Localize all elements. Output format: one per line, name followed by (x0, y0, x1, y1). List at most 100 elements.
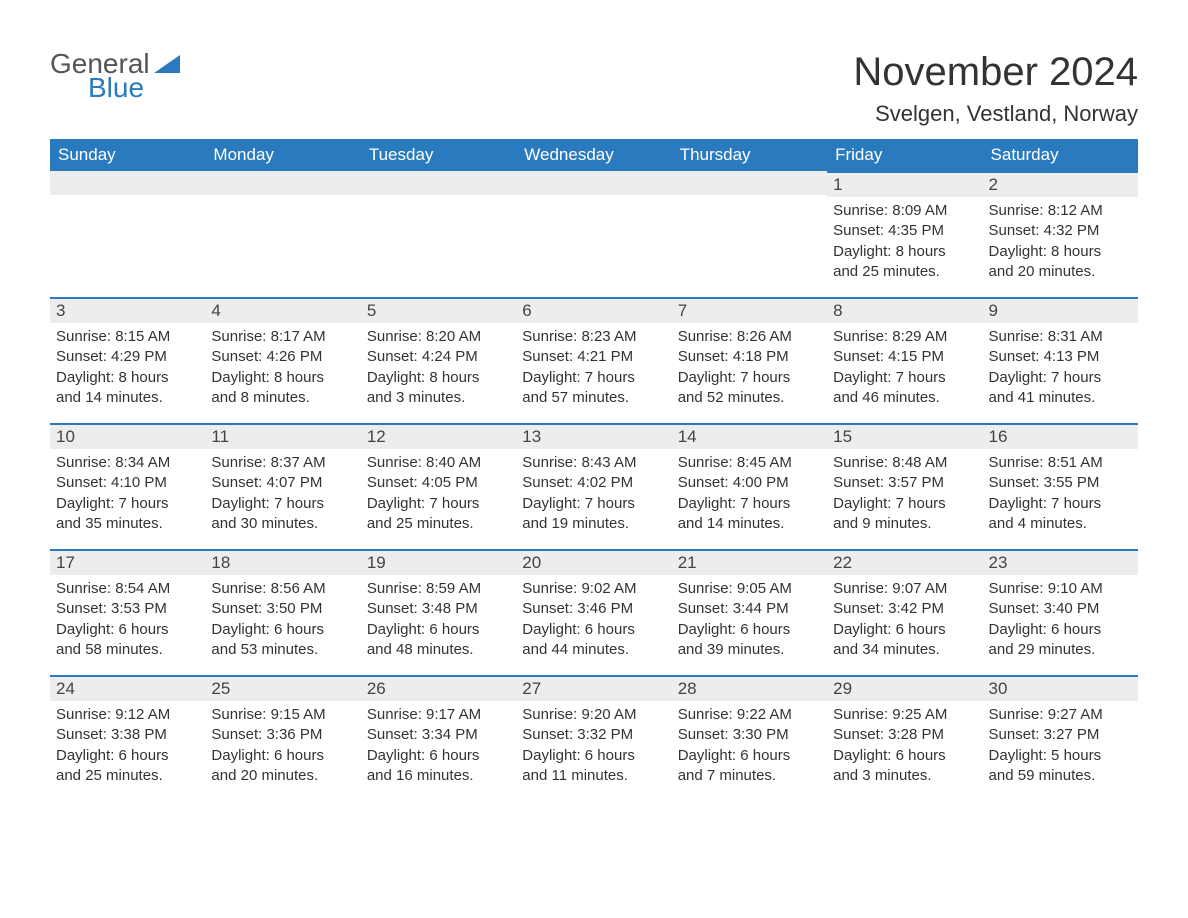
daylight-line-1: Daylight: 7 hours (833, 368, 976, 388)
daylight-line-2: and 20 minutes. (989, 262, 1132, 282)
daylight-line-2: and 53 minutes. (211, 640, 354, 660)
daylight-line-2: and 25 minutes. (56, 766, 199, 786)
sunset-line: Sunset: 4:13 PM (989, 347, 1132, 367)
day-number-empty (672, 171, 827, 195)
daylight-line-1: Daylight: 7 hours (367, 494, 510, 514)
day-details: Sunrise: 9:15 AMSunset: 3:36 PMDaylight:… (205, 701, 360, 794)
calendar-cell: 27Sunrise: 9:20 AMSunset: 3:32 PMDayligh… (516, 675, 671, 801)
sunset-line: Sunset: 3:32 PM (522, 725, 665, 745)
sunrise-line: Sunrise: 8:12 AM (989, 201, 1132, 221)
daylight-line-1: Daylight: 6 hours (989, 620, 1132, 640)
sunset-line: Sunset: 3:42 PM (833, 599, 976, 619)
sunset-line: Sunset: 3:30 PM (678, 725, 821, 745)
day-number-empty (50, 171, 205, 195)
calendar-cell: 17Sunrise: 8:54 AMSunset: 3:53 PMDayligh… (50, 549, 205, 675)
day-number: 1 (827, 173, 982, 197)
sunrise-line: Sunrise: 9:07 AM (833, 579, 976, 599)
calendar-cell: 5Sunrise: 8:20 AMSunset: 4:24 PMDaylight… (361, 297, 516, 423)
sunset-line: Sunset: 4:02 PM (522, 473, 665, 493)
day-number: 25 (205, 677, 360, 701)
day-details: Sunrise: 8:40 AMSunset: 4:05 PMDaylight:… (361, 449, 516, 542)
daylight-line-1: Daylight: 7 hours (678, 494, 821, 514)
calendar-cell: 9Sunrise: 8:31 AMSunset: 4:13 PMDaylight… (983, 297, 1138, 423)
logo-text-blue: Blue (88, 74, 180, 102)
sunrise-line: Sunrise: 8:43 AM (522, 453, 665, 473)
daylight-line-2: and 34 minutes. (833, 640, 976, 660)
calendar-cell: 14Sunrise: 8:45 AMSunset: 4:00 PMDayligh… (672, 423, 827, 549)
day-number: 6 (516, 299, 671, 323)
day-details: Sunrise: 8:15 AMSunset: 4:29 PMDaylight:… (50, 323, 205, 416)
sunset-line: Sunset: 3:28 PM (833, 725, 976, 745)
sunrise-line: Sunrise: 8:31 AM (989, 327, 1132, 347)
daylight-line-2: and 8 minutes. (211, 388, 354, 408)
day-details: Sunrise: 8:56 AMSunset: 3:50 PMDaylight:… (205, 575, 360, 668)
calendar-week-row: 10Sunrise: 8:34 AMSunset: 4:10 PMDayligh… (50, 423, 1138, 549)
daylight-line-2: and 19 minutes. (522, 514, 665, 534)
header: General Blue November 2024 Svelgen, Vest… (50, 50, 1138, 127)
day-details: Sunrise: 8:54 AMSunset: 3:53 PMDaylight:… (50, 575, 205, 668)
daylight-line-2: and 25 minutes. (833, 262, 976, 282)
daylight-line-2: and 14 minutes. (678, 514, 821, 534)
daylight-line-2: and 11 minutes. (522, 766, 665, 786)
sunrise-line: Sunrise: 8:51 AM (989, 453, 1132, 473)
sunrise-line: Sunrise: 9:05 AM (678, 579, 821, 599)
sunrise-line: Sunrise: 8:48 AM (833, 453, 976, 473)
daylight-line-1: Daylight: 6 hours (678, 620, 821, 640)
daylight-line-1: Daylight: 8 hours (367, 368, 510, 388)
daylight-line-1: Daylight: 8 hours (56, 368, 199, 388)
day-details: Sunrise: 9:12 AMSunset: 3:38 PMDaylight:… (50, 701, 205, 794)
daylight-line-2: and 3 minutes. (833, 766, 976, 786)
daylight-line-2: and 35 minutes. (56, 514, 199, 534)
calendar-table: SundayMondayTuesdayWednesdayThursdayFrid… (50, 139, 1138, 801)
calendar-cell: 28Sunrise: 9:22 AMSunset: 3:30 PMDayligh… (672, 675, 827, 801)
sunrise-line: Sunrise: 9:02 AM (522, 579, 665, 599)
daylight-line-2: and 41 minutes. (989, 388, 1132, 408)
calendar-cell: 1Sunrise: 8:09 AMSunset: 4:35 PMDaylight… (827, 171, 982, 297)
day-number: 27 (516, 677, 671, 701)
sunset-line: Sunset: 4:00 PM (678, 473, 821, 493)
title-block: November 2024 Svelgen, Vestland, Norway (853, 50, 1138, 127)
day-number: 15 (827, 425, 982, 449)
sunrise-line: Sunrise: 9:20 AM (522, 705, 665, 725)
sunset-line: Sunset: 3:50 PM (211, 599, 354, 619)
day-details: Sunrise: 8:20 AMSunset: 4:24 PMDaylight:… (361, 323, 516, 416)
day-details: Sunrise: 9:22 AMSunset: 3:30 PMDaylight:… (672, 701, 827, 794)
calendar-cell: 7Sunrise: 8:26 AMSunset: 4:18 PMDaylight… (672, 297, 827, 423)
day-number: 4 (205, 299, 360, 323)
day-details: Sunrise: 8:23 AMSunset: 4:21 PMDaylight:… (516, 323, 671, 416)
daylight-line-2: and 9 minutes. (833, 514, 976, 534)
calendar-week-row: 1Sunrise: 8:09 AMSunset: 4:35 PMDaylight… (50, 171, 1138, 297)
sunrise-line: Sunrise: 9:25 AM (833, 705, 976, 725)
daylight-line-1: Daylight: 7 hours (678, 368, 821, 388)
sunset-line: Sunset: 3:27 PM (989, 725, 1132, 745)
day-number-empty (516, 171, 671, 195)
sunset-line: Sunset: 3:38 PM (56, 725, 199, 745)
sunset-line: Sunset: 4:29 PM (56, 347, 199, 367)
daylight-line-1: Daylight: 7 hours (989, 494, 1132, 514)
calendar-cell (205, 171, 360, 297)
daylight-line-1: Daylight: 7 hours (522, 368, 665, 388)
day-details: Sunrise: 9:02 AMSunset: 3:46 PMDaylight:… (516, 575, 671, 668)
sunrise-line: Sunrise: 8:20 AM (367, 327, 510, 347)
weekday-header: Friday (827, 139, 982, 171)
sunset-line: Sunset: 4:32 PM (989, 221, 1132, 241)
daylight-line-1: Daylight: 6 hours (522, 620, 665, 640)
daylight-line-1: Daylight: 6 hours (678, 746, 821, 766)
sunset-line: Sunset: 3:36 PM (211, 725, 354, 745)
day-number: 21 (672, 551, 827, 575)
sunset-line: Sunset: 4:26 PM (211, 347, 354, 367)
sunset-line: Sunset: 3:34 PM (367, 725, 510, 745)
calendar-cell: 11Sunrise: 8:37 AMSunset: 4:07 PMDayligh… (205, 423, 360, 549)
logo-text-block: General Blue (50, 50, 180, 102)
day-details: Sunrise: 9:27 AMSunset: 3:27 PMDaylight:… (983, 701, 1138, 794)
day-number: 19 (361, 551, 516, 575)
sunrise-line: Sunrise: 9:17 AM (367, 705, 510, 725)
daylight-line-1: Daylight: 6 hours (833, 746, 976, 766)
day-number: 3 (50, 299, 205, 323)
calendar-cell (50, 171, 205, 297)
calendar-cell (516, 171, 671, 297)
daylight-line-1: Daylight: 6 hours (211, 620, 354, 640)
daylight-line-2: and 29 minutes. (989, 640, 1132, 660)
day-details: Sunrise: 8:17 AMSunset: 4:26 PMDaylight:… (205, 323, 360, 416)
calendar-cell: 3Sunrise: 8:15 AMSunset: 4:29 PMDaylight… (50, 297, 205, 423)
